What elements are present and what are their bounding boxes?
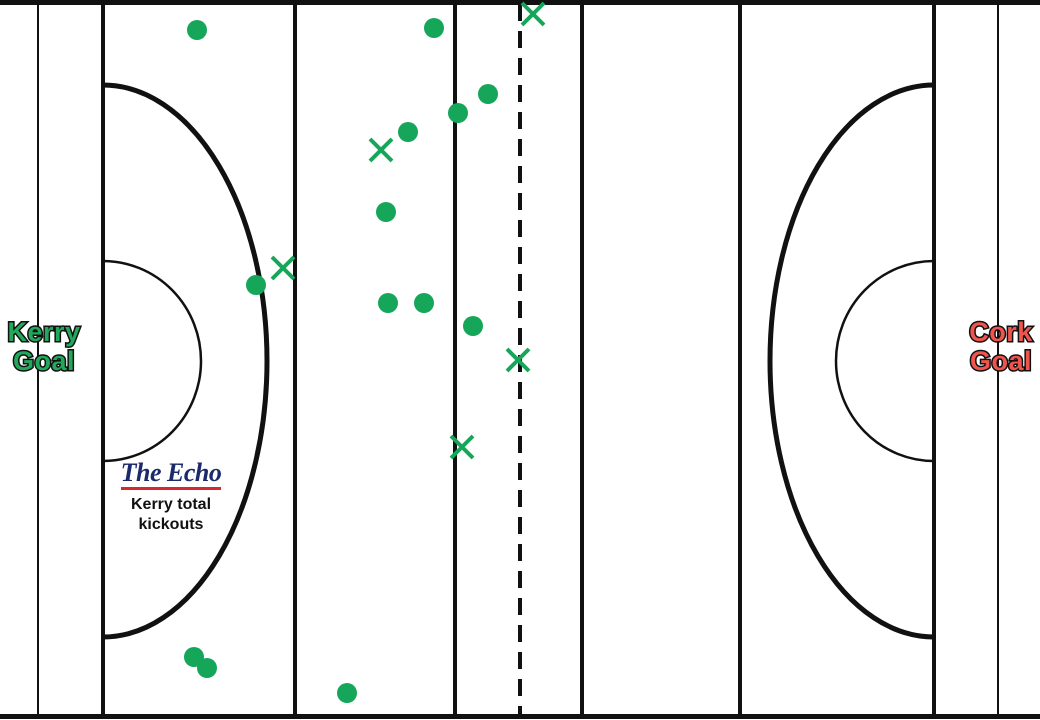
left-goal-label: Kerry Goal [0,316,94,377]
right-goal-label-line2: Goal [968,345,1033,377]
left-small-semicircle [102,259,203,463]
echo-logo: The Echo [120,460,222,490]
kickout-markers-layer [184,1,546,703]
kickout-lost-marker [505,347,531,373]
right-small-semicircle [834,259,935,463]
left-goal-label-line2: Goal [11,345,76,377]
kickout-won-marker [448,103,468,123]
kickout-won-marker [478,84,498,104]
kickout-won-marker [424,18,444,38]
kickout-won-marker [246,275,266,295]
kickout-lost-marker [270,255,296,281]
left-large-d-arc [102,82,270,640]
kickout-won-marker [376,202,396,222]
kickout-won-marker [463,316,483,336]
kickout-won-marker [398,122,418,142]
kickout-lost-marker [368,137,394,163]
chart-caption-line1: Kerry total [130,496,212,513]
right-large-d-arc [767,82,935,640]
right-goal-label: Cork Goal [951,316,1040,377]
kickout-won-marker [414,293,434,313]
kickout-won-marker [378,293,398,313]
kickout-won-marker [337,683,357,703]
kickout-lost-marker [520,1,546,27]
kickout-lost-marker [449,434,475,460]
chart-caption-line2: kickouts [138,515,204,533]
kickout-won-marker [187,20,207,40]
right-goal-label-line1: Cork [968,316,1034,348]
kickout-won-marker [197,658,217,678]
chart-caption: Kerry total kickouts [108,495,234,534]
echo-branding-block: The Echo Kerry total kickouts [108,460,234,534]
left-goal-label-line1: Kerry [6,316,82,348]
